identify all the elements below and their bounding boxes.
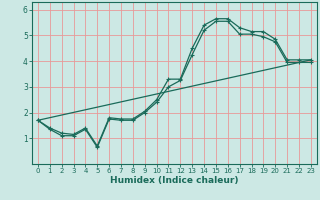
X-axis label: Humidex (Indice chaleur): Humidex (Indice chaleur)	[110, 176, 239, 185]
